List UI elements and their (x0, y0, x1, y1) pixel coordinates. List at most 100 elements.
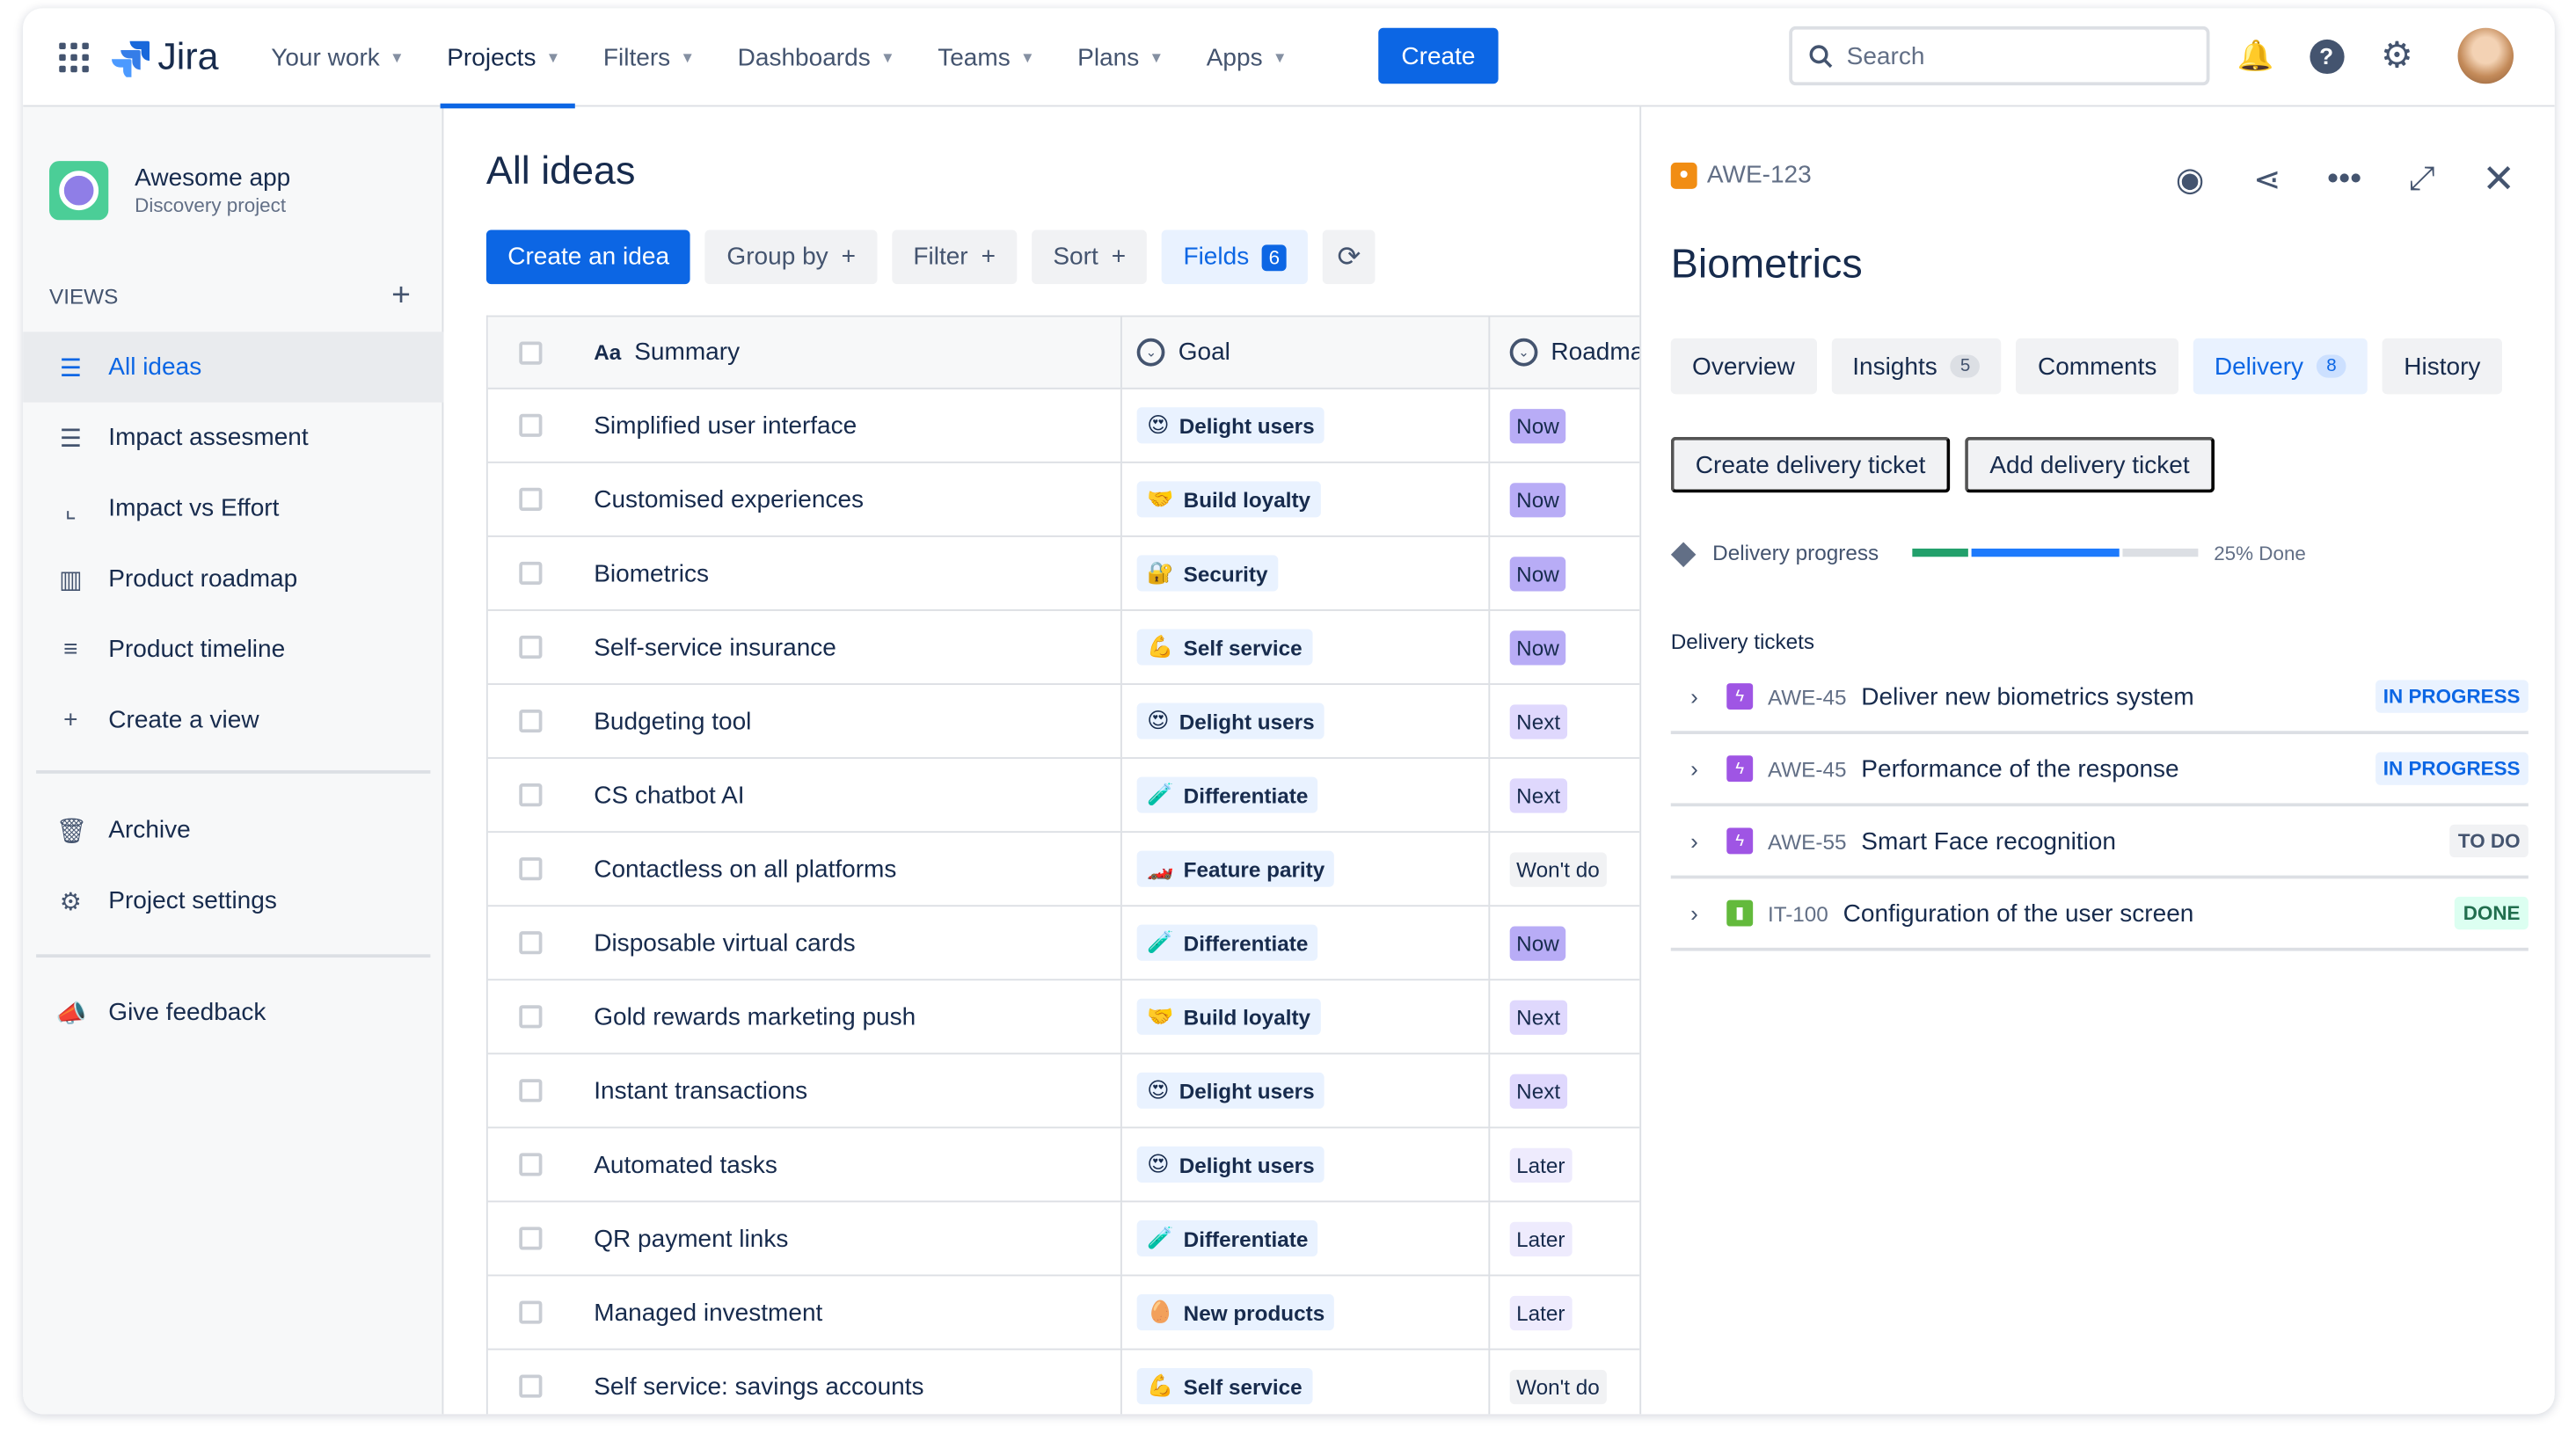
summary-cell[interactable]: Customised experiences (574, 462, 1123, 535)
table-row[interactable]: Automated tasks 😍 Delight users Later (487, 1128, 1640, 1203)
share-icon[interactable]: ⋖ (2253, 161, 2281, 199)
goal-cell[interactable]: 🤝 Build loyalty (1122, 462, 1491, 535)
user-avatar[interactable] (2457, 27, 2514, 84)
app-switcher-icon[interactable] (59, 42, 89, 73)
table-row[interactable]: CS chatbot AI 🧪 Differentiate Next (487, 759, 1640, 834)
project-header[interactable]: Awesome app Discovery project (49, 161, 290, 221)
close-icon[interactable]: ✕ (2482, 157, 2515, 201)
filter-button[interactable]: Filter + (892, 229, 1018, 285)
status-badge[interactable]: DONE (2455, 896, 2529, 930)
row-checkbox[interactable] (519, 1005, 543, 1029)
table-row[interactable]: Budgeting tool 😍 Delight users Next (487, 684, 1640, 760)
row-checkbox[interactable] (519, 1079, 543, 1103)
row-checkbox[interactable] (519, 931, 543, 955)
table-row[interactable]: Customised experiences 🤝 Build loyalty Now (487, 462, 1640, 537)
nav-your-work[interactable]: Your work ▼ (271, 8, 419, 106)
notifications-icon[interactable]: 🔔 (2237, 38, 2274, 72)
ticket-key[interactable]: AWE-45 (1767, 684, 1847, 710)
table-row[interactable]: Gold rewards marketing push 🤝 Build loyalt… (487, 980, 1640, 1055)
goal-cell[interactable]: 💪 Self service (1122, 610, 1491, 684)
goal-cell[interactable]: 💪 Self service (1122, 1350, 1491, 1415)
roadmap-cell[interactable]: Later (1490, 1128, 1639, 1200)
roadmap-cell[interactable]: Now (1490, 463, 1639, 535)
sidebar-item-product-timeline[interactable]: ≡ Product timeline (23, 615, 443, 685)
summary-cell[interactable]: CS chatbot AI (574, 759, 1123, 832)
row-checkbox[interactable] (519, 635, 543, 659)
roadmap-cell[interactable]: Next (1490, 1054, 1639, 1126)
delivery-ticket-row[interactable]: › ϟ AWE-55 Smart Face recognition TO DO (1670, 806, 2529, 879)
goal-cell[interactable]: 🤝 Build loyalty (1122, 980, 1491, 1053)
summary-cell[interactable]: Biometrics (574, 536, 1123, 610)
status-badge[interactable]: IN PROGRESS (2375, 680, 2529, 713)
row-checkbox[interactable] (519, 783, 543, 807)
goal-cell[interactable]: 🥚 New products (1122, 1276, 1491, 1349)
roadmap-cell[interactable]: Now (1490, 611, 1639, 683)
nav-teams[interactable]: Teams ▼ (938, 8, 1049, 106)
tab-insights[interactable]: Insights 5 (1830, 338, 2002, 395)
select-all-checkbox[interactable] (519, 340, 543, 364)
roadmap-cell[interactable]: Next (1490, 980, 1639, 1052)
row-checkbox[interactable] (519, 857, 543, 881)
summary-cell[interactable]: Automated tasks (574, 1128, 1123, 1201)
ticket-summary[interactable]: Performance of the response (1861, 754, 2179, 783)
ticket-summary[interactable]: Smart Face recognition (1861, 826, 2116, 856)
goal-cell[interactable]: 🔐 Security (1122, 536, 1491, 610)
goal-cell[interactable]: 🏎️ Feature parity (1122, 833, 1491, 906)
roadmap-cell[interactable]: Later (1490, 1202, 1639, 1274)
add-view-icon[interactable]: + (391, 277, 411, 314)
watch-icon[interactable]: ◉ (2175, 161, 2205, 199)
summary-cell[interactable]: Simplified user interface (574, 389, 1123, 462)
group-by-button[interactable]: Group by + (705, 229, 878, 285)
more-icon[interactable]: ••• (2326, 160, 2362, 197)
chevron-right-icon[interactable]: › (1690, 899, 1698, 927)
summary-cell[interactable]: Contactless on all platforms (574, 833, 1123, 906)
chevron-right-icon[interactable]: › (1690, 827, 1698, 855)
row-checkbox[interactable] (519, 1300, 543, 1324)
sidebar-item-all-ideas[interactable]: ☰ All ideas (23, 331, 444, 403)
summary-cell[interactable]: Self service: savings accounts (574, 1350, 1123, 1415)
summary-cell[interactable]: Managed investment (574, 1276, 1123, 1349)
sidebar-item-impact-vs-effort[interactable]: ⌞ Impact vs Effort (23, 473, 443, 543)
create-button[interactable]: Create (1378, 27, 1499, 84)
settings-icon[interactable]: ⚙ (2380, 34, 2413, 76)
tab-comments[interactable]: Comments (2016, 338, 2178, 395)
jira-logo[interactable]: Jira (112, 34, 219, 78)
ticket-summary[interactable]: Configuration of the user screen (1843, 899, 2194, 928)
roadmap-cell[interactable]: Won't do (1490, 1350, 1639, 1414)
ticket-key[interactable]: IT-100 (1767, 900, 1828, 926)
nav-plans[interactable]: Plans ▼ (1077, 8, 1179, 106)
table-row[interactable]: Self-service insurance 💪 Self service Now (487, 610, 1640, 685)
delivery-ticket-row[interactable]: › ϟ AWE-45 Performance of the response IN PR… (1670, 734, 2529, 807)
roadmap-cell[interactable]: Now (1490, 390, 1639, 462)
status-badge[interactable]: TO DO (2449, 824, 2529, 858)
roadmap-cell[interactable]: Now (1490, 907, 1639, 979)
nav-dashboards[interactable]: Dashboards ▼ (738, 8, 910, 106)
table-row[interactable]: Contactless on all platforms 🏎️ Feature pa… (487, 833, 1640, 907)
summary-cell[interactable]: Disposable virtual cards (574, 907, 1123, 979)
help-icon[interactable]: ? (2309, 38, 2345, 74)
sort-button[interactable]: Sort + (1032, 229, 1148, 285)
row-checkbox[interactable] (519, 1153, 543, 1176)
row-checkbox[interactable] (519, 709, 543, 733)
tab-delivery[interactable]: Delivery 8 (2193, 338, 2368, 395)
sidebar-item-impact-assesment[interactable]: ☰ Impact assesment (23, 403, 443, 473)
sidebar-item-product-roadmap[interactable]: ▥ Product roadmap (23, 543, 443, 614)
autosort-icon[interactable]: ⟳ (1322, 229, 1376, 285)
table-row[interactable]: QR payment links 🧪 Differentiate Later (487, 1202, 1640, 1277)
sidebar-item-create-a-view[interactable]: + Create a view (23, 685, 443, 755)
table-row[interactable]: Simplified user interface 😍 Delight users N… (487, 389, 1640, 463)
chevron-right-icon[interactable]: › (1690, 683, 1698, 710)
roadmap-cell[interactable]: Next (1490, 759, 1639, 831)
delivery-ticket-row[interactable]: › ▮ IT-100 Configuration of the user screen… (1670, 878, 2529, 951)
table-row[interactable]: Biometrics 🔐 Security Now (487, 536, 1640, 611)
row-checkbox[interactable] (519, 1374, 543, 1398)
row-checkbox[interactable] (519, 1227, 543, 1250)
roadmap-cell[interactable]: Next (1490, 685, 1639, 757)
summary-cell[interactable]: Self-service insurance (574, 610, 1123, 684)
goal-cell[interactable]: 🧪 Differentiate (1122, 1202, 1491, 1275)
tab-overview[interactable]: Overview (1670, 338, 1817, 395)
summary-cell[interactable]: Budgeting tool (574, 684, 1123, 758)
create-delivery-ticket-button[interactable]: Create delivery ticket (1670, 436, 1951, 493)
summary-cell[interactable]: QR payment links (574, 1202, 1123, 1275)
fields-button[interactable]: Fields 6 (1162, 229, 1308, 285)
